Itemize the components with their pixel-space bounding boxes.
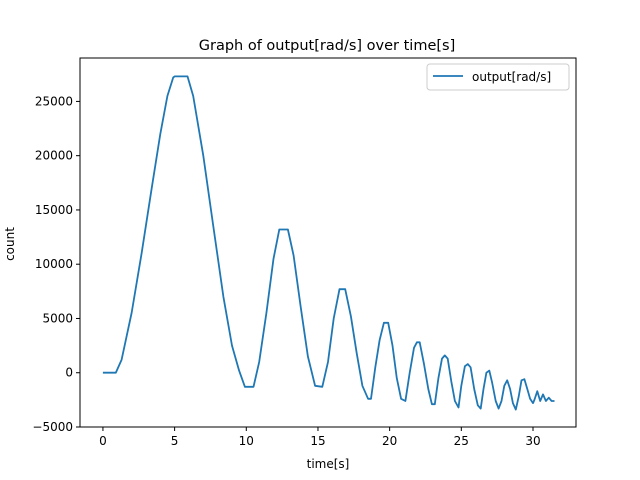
x-axis-label: time[s] bbox=[307, 457, 350, 471]
axes-frame bbox=[79, 57, 577, 428]
y-tick-label: 20000 bbox=[35, 149, 73, 163]
legend-label: output[rad/s] bbox=[472, 70, 551, 84]
x-tick-label: 10 bbox=[239, 434, 254, 448]
x-tick-label: 15 bbox=[310, 434, 325, 448]
y-tick-label: 5000 bbox=[42, 311, 73, 325]
plot-area bbox=[102, 75, 555, 411]
x-tick-label: 0 bbox=[99, 434, 107, 448]
x-tick-label: 25 bbox=[454, 434, 469, 448]
chart-title: Graph of output[rad/s] over time[s] bbox=[199, 38, 455, 54]
y-tick-label: 0 bbox=[65, 366, 73, 380]
axis-ticks: 0 5 10 15 20 25 30 −5000 0 5000 10000 15000 20000 250… bbox=[32, 94, 540, 448]
y-axis-label: count bbox=[3, 227, 17, 261]
x-tick-label: 30 bbox=[525, 434, 540, 448]
y-tick-label: 25000 bbox=[35, 94, 73, 108]
x-tick-label: 5 bbox=[171, 434, 179, 448]
x-tick-label: 20 bbox=[382, 434, 397, 448]
legend: output[rad/s] bbox=[426, 63, 570, 91]
legend-box bbox=[426, 63, 570, 91]
y-tick-label: 15000 bbox=[35, 203, 73, 217]
series-line bbox=[102, 75, 555, 411]
y-tick-label: 10000 bbox=[35, 257, 73, 271]
y-tick-label: −5000 bbox=[32, 420, 73, 434]
